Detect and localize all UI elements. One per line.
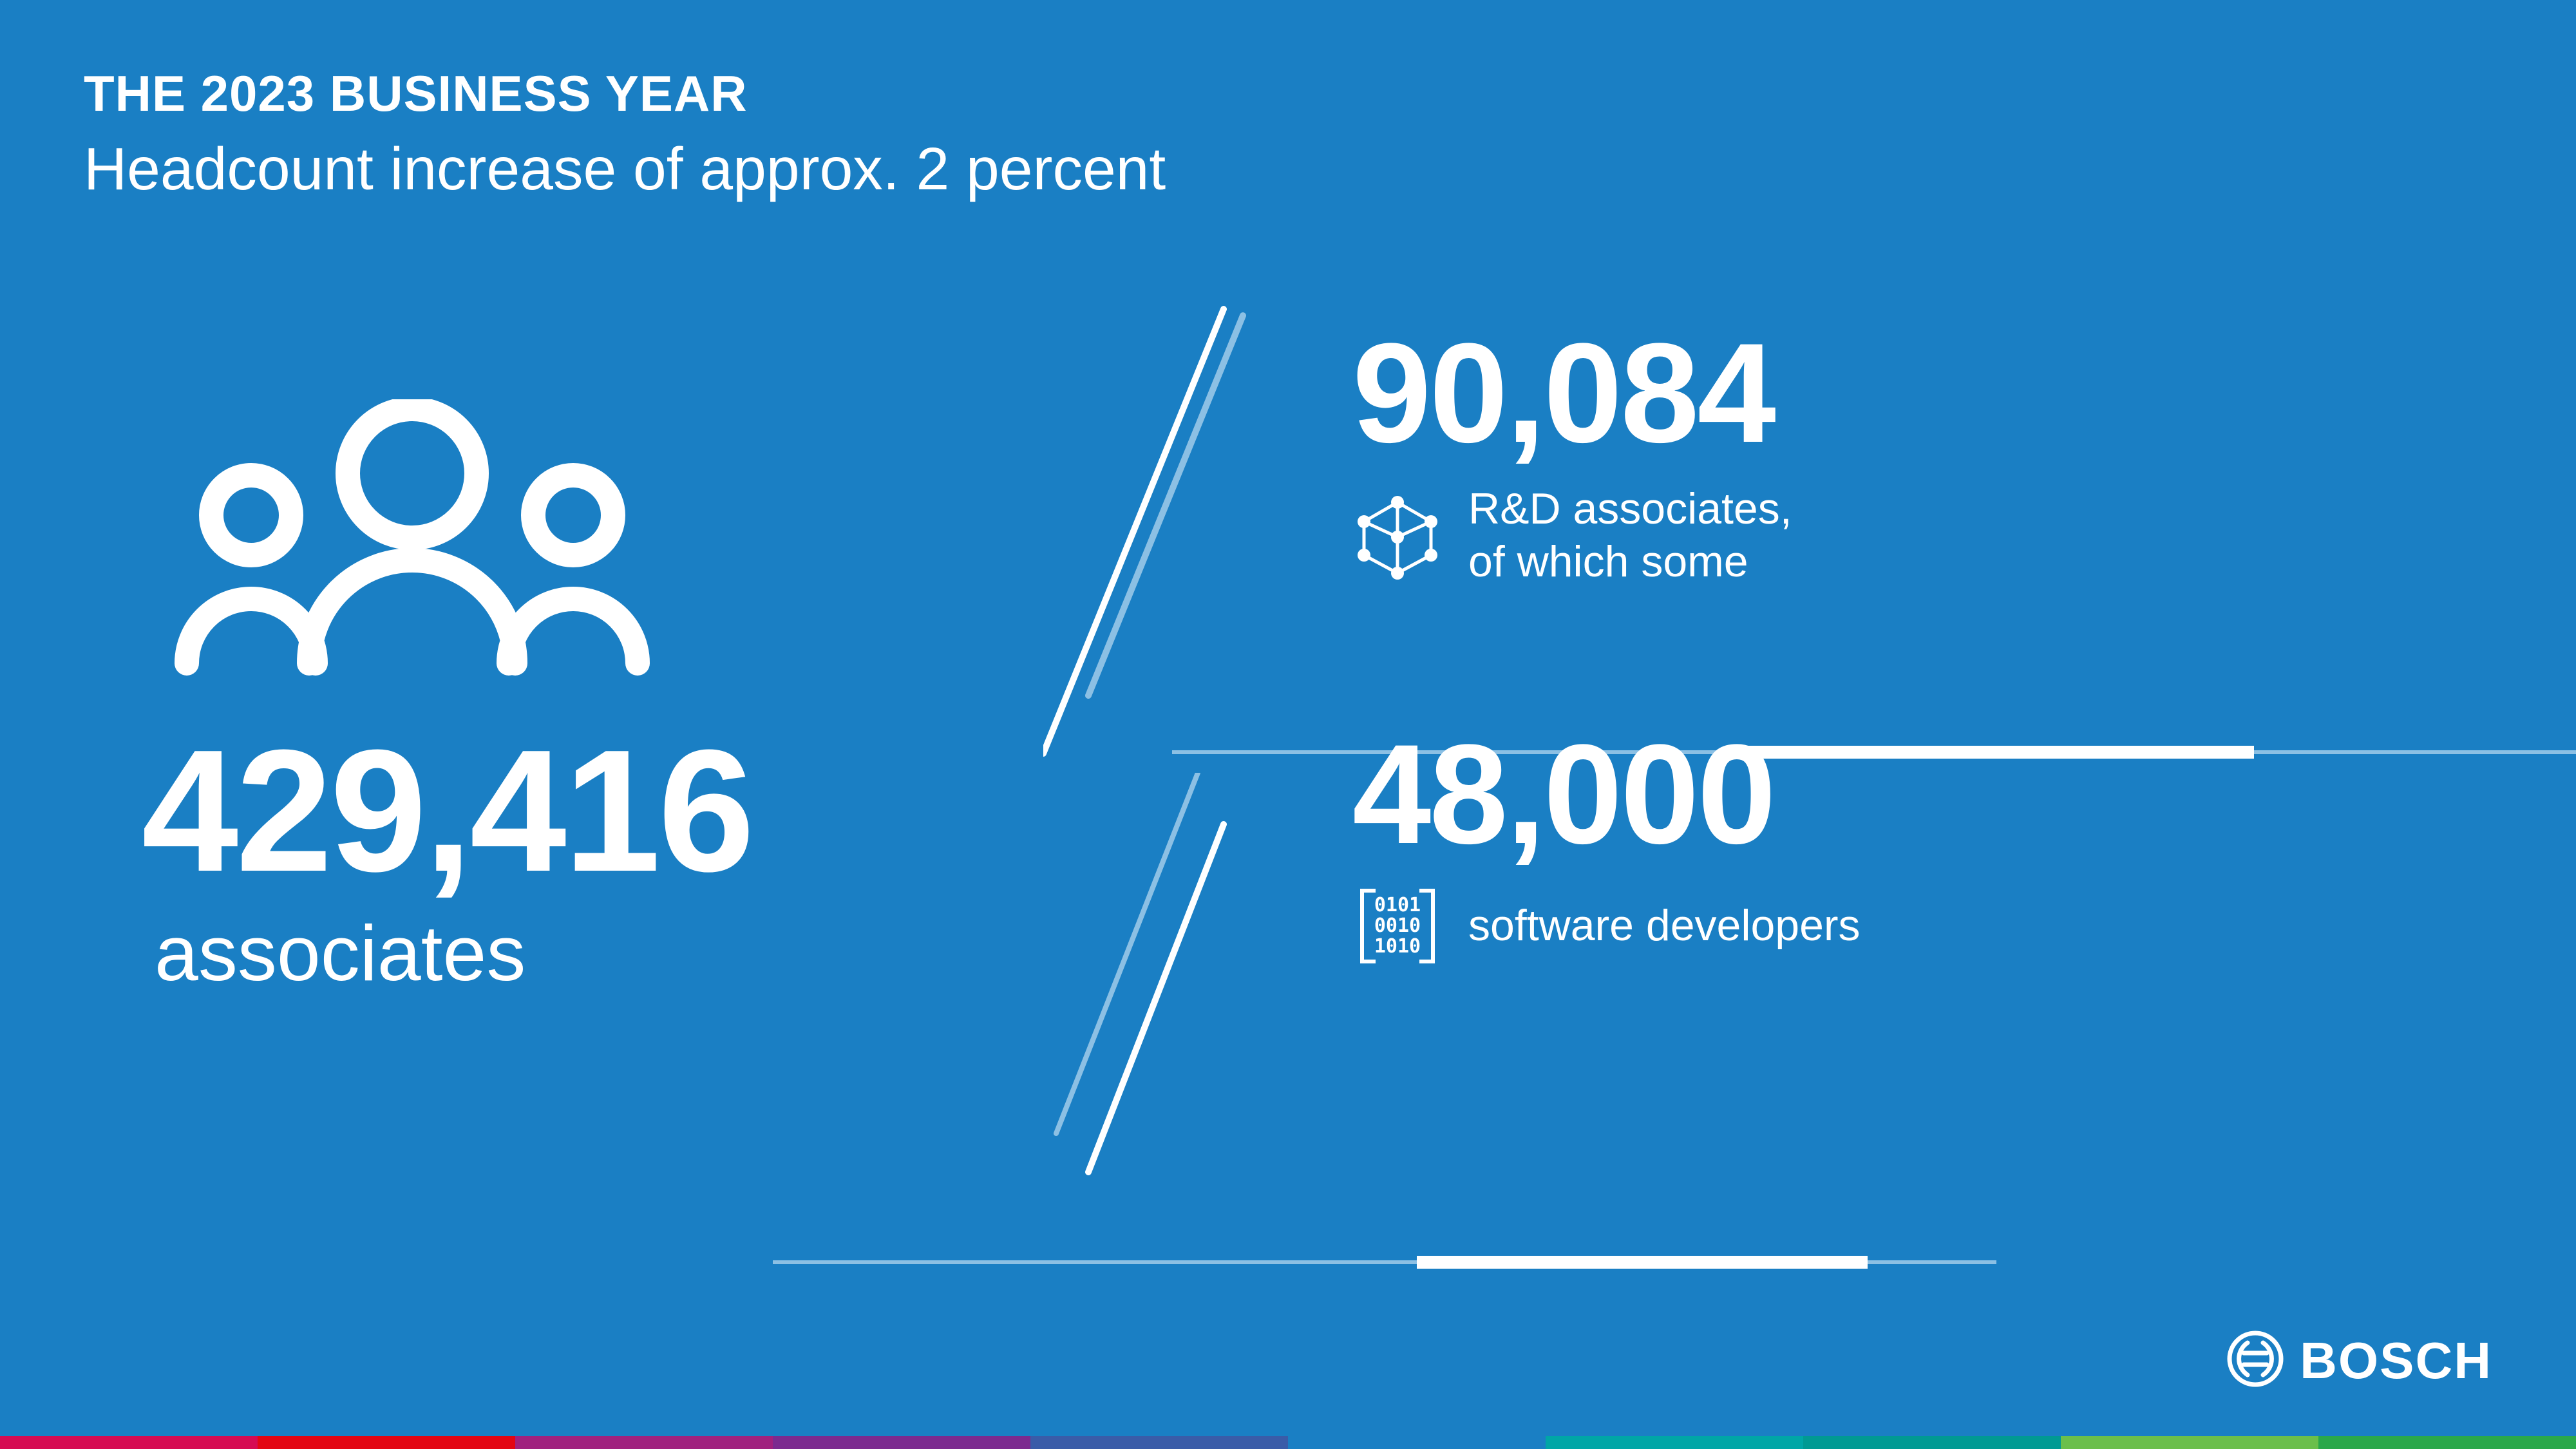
bottom-rainbow-bar	[0, 1436, 2576, 1449]
brand-name: BOSCH	[2300, 1331, 2492, 1390]
stat-rd-value: 90,084	[1352, 322, 2524, 464]
stat-dev-label: software developers	[1468, 900, 1861, 952]
rainbow-seg-6	[1546, 1436, 1803, 1449]
rainbow-seg-0	[0, 1436, 258, 1449]
header: THE 2023 BUSINESS YEAR Headcount increas…	[84, 64, 1166, 204]
stat-dev-label-line1: software developers	[1468, 900, 1861, 952]
slide-title: THE 2023 BUSINESS YEAR	[84, 64, 1166, 123]
stat-rd-label: R&D associates, of which some	[1468, 483, 1792, 588]
rainbow-seg-7	[1803, 1436, 2061, 1449]
rainbow-seg-4	[1030, 1436, 1288, 1449]
svg-text:0101: 0101	[1374, 894, 1421, 916]
svg-text:0010: 0010	[1374, 914, 1421, 937]
stat-rd-label-line2: of which some	[1468, 536, 1792, 589]
binary-matrix-icon: 0101 0010 1010	[1352, 884, 1443, 968]
brand-logo: BOSCH	[2226, 1330, 2492, 1391]
rainbow-seg-2	[515, 1436, 773, 1449]
rainbow-seg-8	[2061, 1436, 2318, 1449]
network-cube-icon	[1352, 491, 1443, 581]
right-stats: 90,084	[1352, 322, 2524, 994]
bosch-anchor-icon	[2226, 1330, 2284, 1391]
main-stat-block: 429,416 associates	[142, 399, 752, 998]
rainbow-seg-1	[258, 1436, 515, 1449]
stat-dev: 48,000 0101 0010 1010 software developer…	[1352, 723, 2524, 968]
main-stat-value: 429,416	[142, 724, 752, 898]
people-group-icon	[167, 399, 752, 686]
infographic-slide: THE 2023 BUSINESS YEAR Headcount increas…	[0, 0, 2576, 1449]
rainbow-seg-3	[773, 1436, 1030, 1449]
main-stat-label: associates	[155, 908, 752, 998]
stat-rd: 90,084	[1352, 322, 2524, 588]
svg-text:1010: 1010	[1374, 935, 1421, 958]
stat-rd-label-line1: R&D associates,	[1468, 483, 1792, 536]
stat-dev-value: 48,000	[1352, 723, 2524, 865]
rainbow-seg-5	[1288, 1436, 1546, 1449]
slide-subtitle: Headcount increase of approx. 2 percent	[84, 135, 1166, 204]
rainbow-seg-9	[2318, 1436, 2576, 1449]
